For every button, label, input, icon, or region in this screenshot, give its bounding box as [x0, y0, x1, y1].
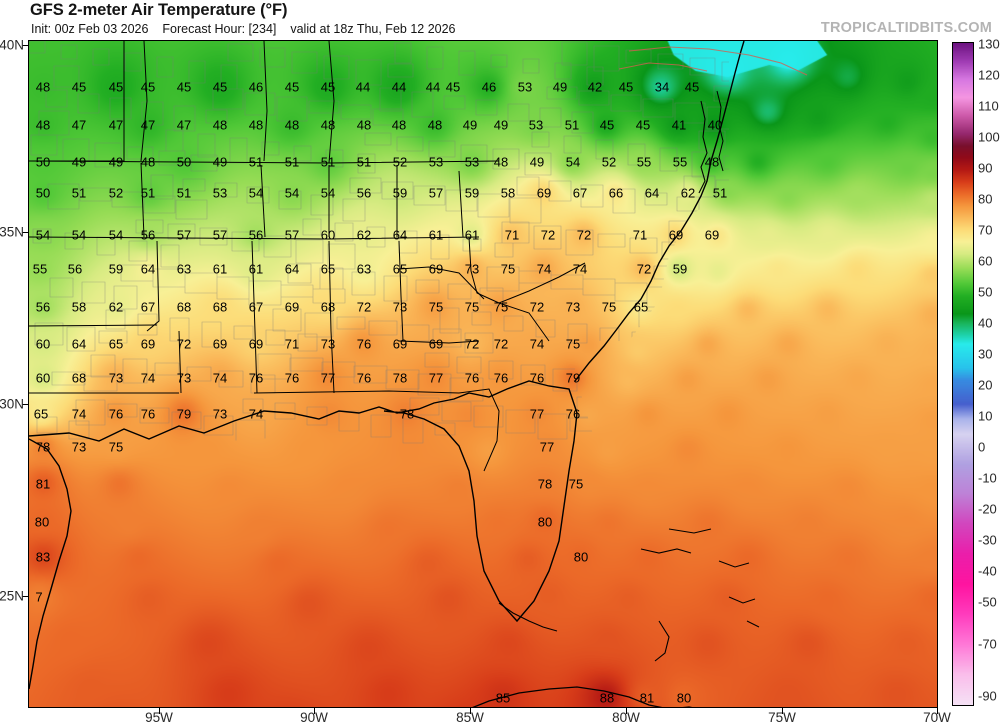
longitude-tick-label: 70W: [923, 710, 951, 724]
longitude-tick: [626, 708, 627, 714]
colorbar-tick-label: 30: [978, 346, 993, 362]
florida-keys: [498, 602, 558, 632]
state-border-2: [263, 41, 268, 162]
mississippi-east: [251, 240, 258, 394]
tennessee-south: [29, 236, 480, 240]
delmarva-outline: [716, 90, 724, 172]
arkansas-louisiana: [146, 240, 160, 332]
latitude-tick-label: 25N: [0, 588, 24, 604]
colorbar-tick-label: 60: [978, 253, 993, 269]
bahamas-long: [746, 620, 760, 628]
georgia-florida: [398, 340, 480, 344]
state-border-3: [328, 41, 335, 164]
florida-georgia: [458, 388, 500, 472]
colorbar-tick-label: 110: [978, 98, 999, 114]
colorbar-tick-label: -70: [978, 636, 997, 652]
forecast-metadata: Init: 00z Feb 03 2026 Forecast Hour: [23…: [31, 22, 456, 36]
state-border-highlight-2: [618, 62, 708, 72]
colorbar-gradient: [953, 43, 973, 705]
header: GFS 2-meter Air Temperature (°F) Init: 0…: [0, 0, 1000, 40]
colorbar-tick-label: -10: [978, 470, 997, 486]
colorbar: [952, 42, 974, 706]
longitude-tick: [159, 708, 160, 714]
init-label: Init: 00z Feb 03 2026: [31, 22, 149, 36]
bahamas-eleuthera: [718, 560, 750, 568]
latitude-tick: [22, 232, 28, 233]
longitude-tick: [937, 708, 938, 714]
sc-nc-border: [398, 266, 485, 300]
latitude-tick: [22, 596, 28, 597]
longitude-tick-label: 75W: [768, 710, 796, 724]
bahamas-bimini: [654, 620, 670, 662]
site-watermark: TROPICALTIDBITS.COM: [820, 20, 992, 36]
latitude-tick-label: 30N: [0, 396, 24, 412]
cuba-outline: [472, 686, 693, 707]
colorbar-tick-label: -30: [978, 532, 997, 548]
longitude-tick: [782, 708, 783, 714]
geography-overlay: [29, 41, 808, 707]
longitude-tick-label: 90W: [300, 710, 328, 724]
state-border-8: [458, 170, 464, 238]
longitude-tick-label: 80W: [612, 710, 640, 724]
gulf-coastline: [29, 380, 578, 623]
state-border-5: [260, 164, 266, 238]
colorbar-tick-label: -40: [978, 563, 997, 579]
colorbar-tick-label: 90: [978, 160, 993, 176]
carolina-border: [468, 236, 550, 342]
alabama-east: [328, 240, 335, 394]
atlantic-coastline: [574, 41, 745, 382]
page-title: GFS 2-meter Air Temperature (°F): [30, 1, 288, 19]
colorbar-tick-label: 20: [978, 377, 993, 393]
colorbar-tick-label: 80: [978, 191, 993, 207]
valid-time-label: valid at 18z Thu, Feb 12 2026: [290, 22, 456, 36]
latitude-tick: [22, 404, 28, 405]
colorbar-tick-label: 0: [978, 439, 986, 455]
latitude-tick: [22, 45, 28, 46]
county-mesh: [29, 41, 729, 444]
longitude-tick: [470, 708, 471, 714]
nc-coast-line: [498, 262, 586, 304]
colorbar-tick-label: 130: [978, 36, 1000, 52]
state-border-1: [140, 41, 148, 162]
arkansas-south: [29, 324, 158, 327]
bahamas-cat: [728, 596, 756, 604]
bahamas-grand: [668, 528, 712, 534]
temperature-map[interactable]: 48 45 45 45 45 45 46 45 45 44 44 44 45 46 53 49 42 45 34 45…: [28, 40, 938, 708]
texas-coastline: [29, 438, 72, 690]
georgia-west: [398, 240, 404, 342]
state-border-highlight: [628, 46, 808, 76]
louisiana-east: [178, 330, 182, 394]
colorbar-tick-label: 40: [978, 315, 993, 331]
longitude-tick-label: 95W: [145, 710, 173, 724]
colorbar-tick-label: 10: [978, 408, 993, 424]
tennessee-north: [29, 160, 500, 164]
longitude-tick: [314, 708, 315, 714]
colorbar-tick-label: 50: [978, 284, 993, 300]
colorbar-tick-label: 100: [978, 129, 1000, 145]
longitude-tick-label: 85W: [456, 710, 484, 724]
forecast-hour-label: Forecast Hour: [234]: [162, 22, 277, 36]
colorbar-tick-label: 70: [978, 222, 993, 238]
colorbar-tick-label: -90: [978, 688, 997, 704]
colorbar-tick-label: -20: [978, 501, 997, 517]
colorbar-tick-label: 120: [978, 67, 1000, 83]
colorbar-tick-label: -50: [978, 594, 997, 610]
bahamas-andros: [640, 548, 692, 554]
latitude-tick-label: 35N: [0, 224, 24, 240]
chesapeake-bay: [698, 100, 708, 194]
latitude-tick-label: 40N: [0, 37, 24, 53]
gulf-states-south: [253, 390, 460, 394]
state-border-4: [140, 162, 145, 238]
